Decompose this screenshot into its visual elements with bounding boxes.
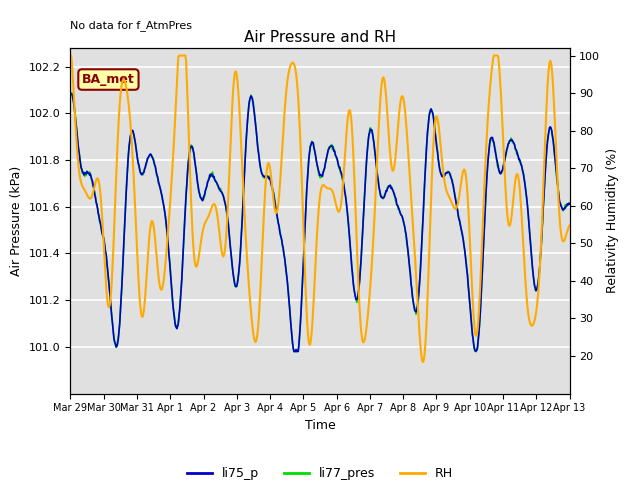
X-axis label: Time: Time bbox=[305, 419, 335, 432]
Title: Air Pressure and RH: Air Pressure and RH bbox=[244, 30, 396, 46]
Y-axis label: Air Pressure (kPa): Air Pressure (kPa) bbox=[10, 166, 23, 276]
Y-axis label: Relativity Humidity (%): Relativity Humidity (%) bbox=[606, 148, 619, 293]
Text: BA_met: BA_met bbox=[82, 73, 135, 86]
Legend: li75_p, li77_pres, RH: li75_p, li77_pres, RH bbox=[182, 462, 458, 480]
Text: No data for f_AtmPres: No data for f_AtmPres bbox=[70, 20, 193, 31]
